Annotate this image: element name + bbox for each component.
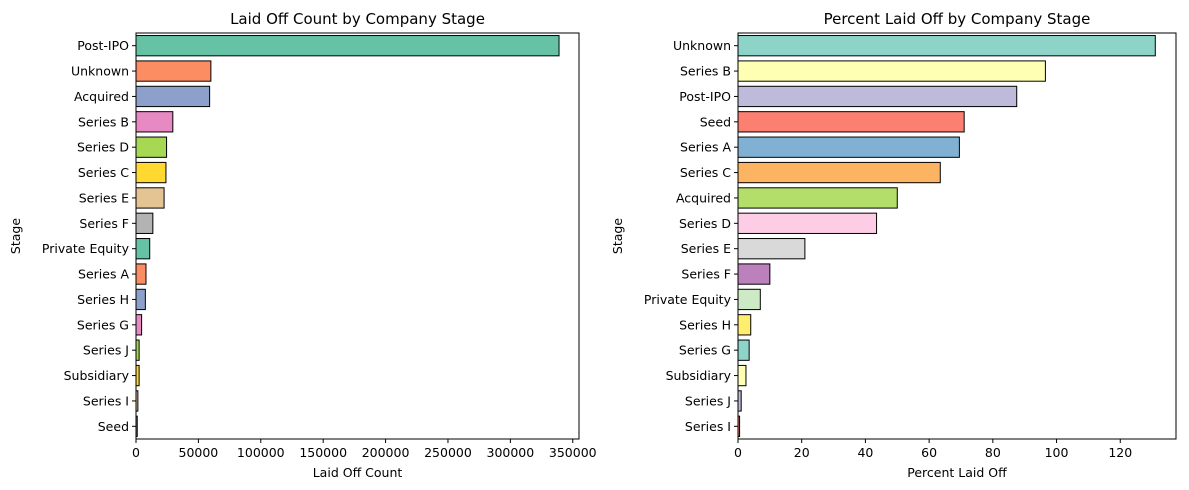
x-tick-label: 100000 [237,445,285,460]
y-tick-label: Series A [78,267,129,282]
y-tick-label: Post-IPO [679,89,731,104]
bar-series-c [737,161,941,184]
bar-private-equity [737,288,761,311]
x-tick-label: 0 [132,445,140,460]
bar-series-e [135,187,165,209]
y-tick-label: Series F [79,216,129,231]
y-tick-label: Series C [78,165,129,180]
y-tick-label: Series H [679,317,731,332]
y-axis-label: Stage [610,218,625,254]
y-tick-label: Series B [78,114,129,129]
plot-frame [737,32,1177,440]
x-axis-label: Percent Laid Off [907,465,1007,480]
bar-private-equity [135,238,151,260]
x-tick-label: 80 [985,445,1001,460]
chart-title: Laid Off Count by Company Stage [230,10,485,28]
y-tick-label: Series E [79,190,129,205]
x-tick-label: 300000 [487,445,535,460]
y-tick-label: Seed [98,419,129,434]
chart-title: Percent Laid Off by Company Stage [824,10,1091,28]
y-tick-label: Series G [679,343,731,358]
x-tick-label: 150000 [299,445,347,460]
bar-series-c [135,161,167,184]
bar-series-g [737,339,750,361]
y-tick-label: Series J [83,343,129,358]
y-tick-label: Series H [77,292,129,307]
x-tick-label: 350000 [549,445,597,460]
y-tick-label: Series E [681,241,731,256]
y-tick-label: Subsidiary [64,368,130,383]
x-tick-label: 60 [921,445,937,460]
y-tick-label: Series C [680,165,731,180]
bar-series-a [737,136,960,158]
y-tick-label: Series I [685,419,731,434]
x-tick-label: 100 [1045,445,1069,460]
y-tick-label: Acquired [74,89,129,104]
y-tick-label: Series B [680,64,731,79]
chart-panel-2: Unknown Series B Post-IPO Seed Series A Serie… [610,10,1177,480]
bar-series-d [737,212,878,234]
plot-frame [135,32,580,440]
bar-series-h [737,314,752,336]
y-tick-label: Series D [77,140,129,155]
bar-subsidiary [737,364,747,387]
bar-series-b [737,60,1046,82]
y-tick-label: Post-IPO [77,38,129,53]
bar-series-f [135,212,154,234]
x-axis-label: Laid Off Count [313,465,403,480]
x-tick-label: 40 [857,445,873,460]
y-tick-label: Unknown [673,38,731,53]
bar-series-e [737,238,806,260]
bar-post-ipo [135,35,560,57]
y-tick-label: Seed [700,114,731,129]
bar-unknown [135,60,212,82]
chart-panel-1: Post-IPO Unknown Acquired Series B Series D S… [8,10,597,480]
bar-series-h [135,288,146,311]
y-tick-label: Series J [685,393,731,408]
y-tick-label: Series I [83,393,129,408]
y-tick-label: Series A [680,140,731,155]
bar-series-g [135,314,143,336]
x-tick-label: 0 [734,445,742,460]
y-tick-label: Series G [77,317,129,332]
bar-unknown [737,35,1156,57]
y-tick-label: Private Equity [644,292,732,307]
bar-seed [737,111,965,133]
y-tick-label: Private Equity [42,241,130,256]
x-tick-label: 50000 [179,445,219,460]
bar-series-d [135,136,168,158]
x-tick-label: 20 [794,445,810,460]
bar-acquired [737,187,898,209]
y-tick-label: Unknown [71,64,129,79]
x-tick-label: 120 [1108,445,1132,460]
y-tick-label: Series F [681,267,731,282]
x-tick-label: 250000 [424,445,472,460]
bar-series-a [135,263,147,285]
bar-series-f [737,263,771,285]
y-axis-label: Stage [8,218,23,254]
y-tick-label: Series D [679,216,731,231]
bar-acquired [135,85,211,108]
x-tick-label: 200000 [362,445,410,460]
bar-post-ipo [737,85,1018,108]
y-tick-label: Subsidiary [666,368,732,383]
y-tick-label: Acquired [676,190,731,205]
bar-series-b [135,111,174,133]
